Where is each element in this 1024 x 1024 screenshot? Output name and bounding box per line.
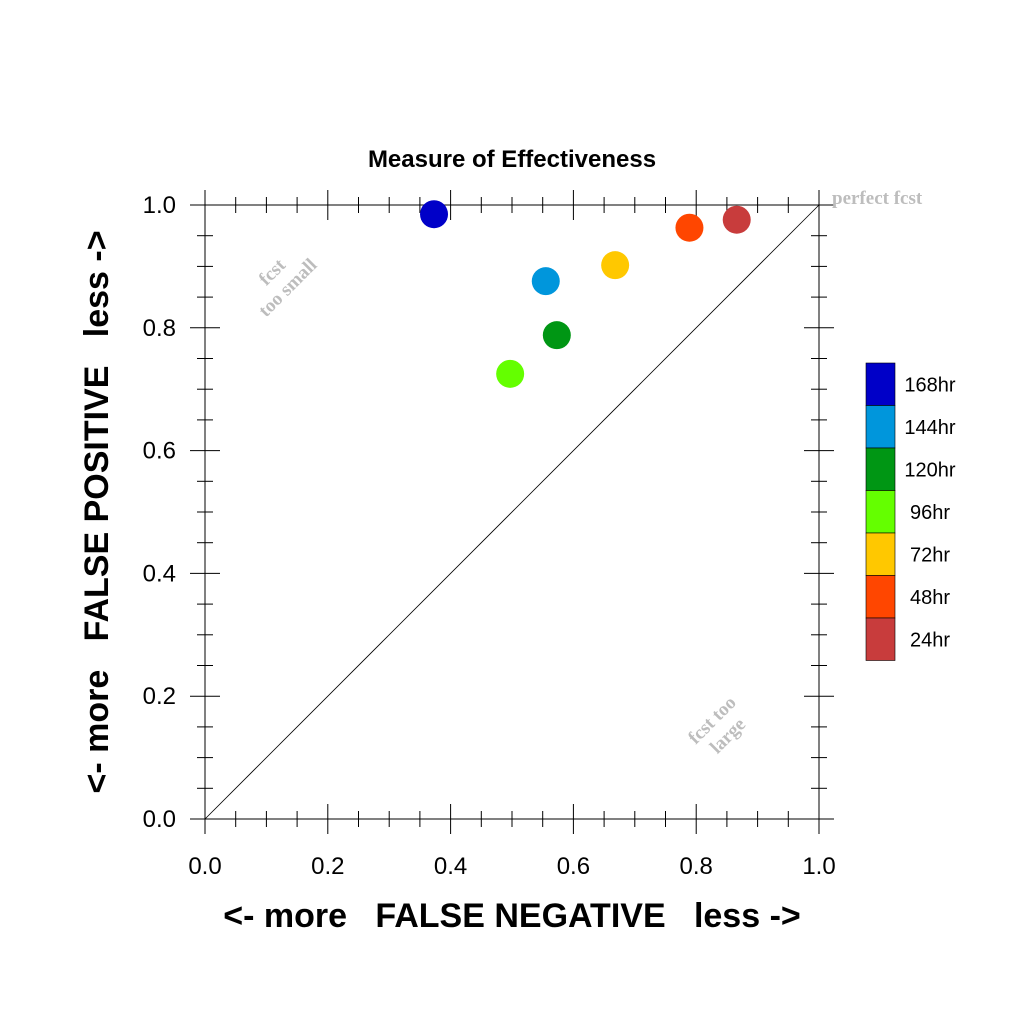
x-tick-label: 0.6 [557, 853, 590, 880]
data-points [420, 200, 751, 388]
data-point-24hr [722, 205, 751, 234]
y-tick-label: 0.2 [143, 683, 176, 710]
legend-label-72hr: 72hr [910, 544, 950, 566]
data-point-48hr [675, 213, 704, 242]
data-point-168hr [420, 200, 449, 229]
axis-tick-labels: 0.0 0.0 0.2 0.2 0.4 0.4 0.6 0.6 0.8 0.8 1.0 1.0 [143, 192, 836, 880]
legend-swatch-168hr [865, 362, 896, 406]
legend: 168hr 144hr 120hr 96hr 72hr 48hr 24hr [865, 362, 956, 661]
too-large-annotation: fcst too large [684, 692, 750, 758]
x-tick-label: 1.0 [802, 853, 835, 880]
y-tick-label: 0.4 [143, 560, 176, 587]
legend-label-144hr: 144hr [904, 417, 955, 439]
legend-swatch-72hr [865, 532, 896, 576]
legend-label-48hr: 48hr [910, 587, 950, 609]
y-tick-label: 0.0 [143, 806, 176, 833]
legend-label-168hr: 168hr [904, 374, 955, 396]
legend-swatch-48hr [865, 575, 896, 619]
y-tick-label: 0.6 [143, 438, 176, 465]
legend-swatch-120hr [865, 447, 896, 491]
x-tick-label: 0.4 [434, 853, 467, 880]
legend-label-120hr: 120hr [904, 459, 955, 481]
data-point-144hr [531, 267, 560, 296]
x-tick-label: 0.2 [311, 853, 344, 880]
legend-swatch-144hr [865, 405, 896, 449]
too-small-annotation: fcst too small [255, 254, 322, 321]
legend-label-96hr: 96hr [910, 502, 950, 524]
chart-title: Measure of Effectiveness [368, 146, 656, 173]
x-axis-label: <- more FALSE NEGATIVE less -> [223, 897, 801, 935]
legend-label-24hr: 24hr [910, 629, 950, 651]
legend-swatch-24hr [865, 617, 896, 661]
diagonal-reference-line [204, 204, 820, 820]
data-point-96hr [496, 359, 525, 388]
legend-swatch-96hr [865, 490, 896, 534]
data-point-72hr [601, 251, 630, 280]
x-tick-label: 0.0 [188, 853, 221, 880]
y-axis-label: <- more FALSE POSITIVE less -> [78, 230, 116, 793]
y-tick-label: 1.0 [143, 192, 176, 219]
y-tick-label: 0.8 [143, 315, 176, 342]
data-point-120hr [542, 321, 571, 350]
axis-ticks [190, 190, 834, 834]
perfect-fcst-annotation: perfect fcst [832, 188, 923, 209]
x-tick-label: 0.8 [680, 853, 713, 880]
